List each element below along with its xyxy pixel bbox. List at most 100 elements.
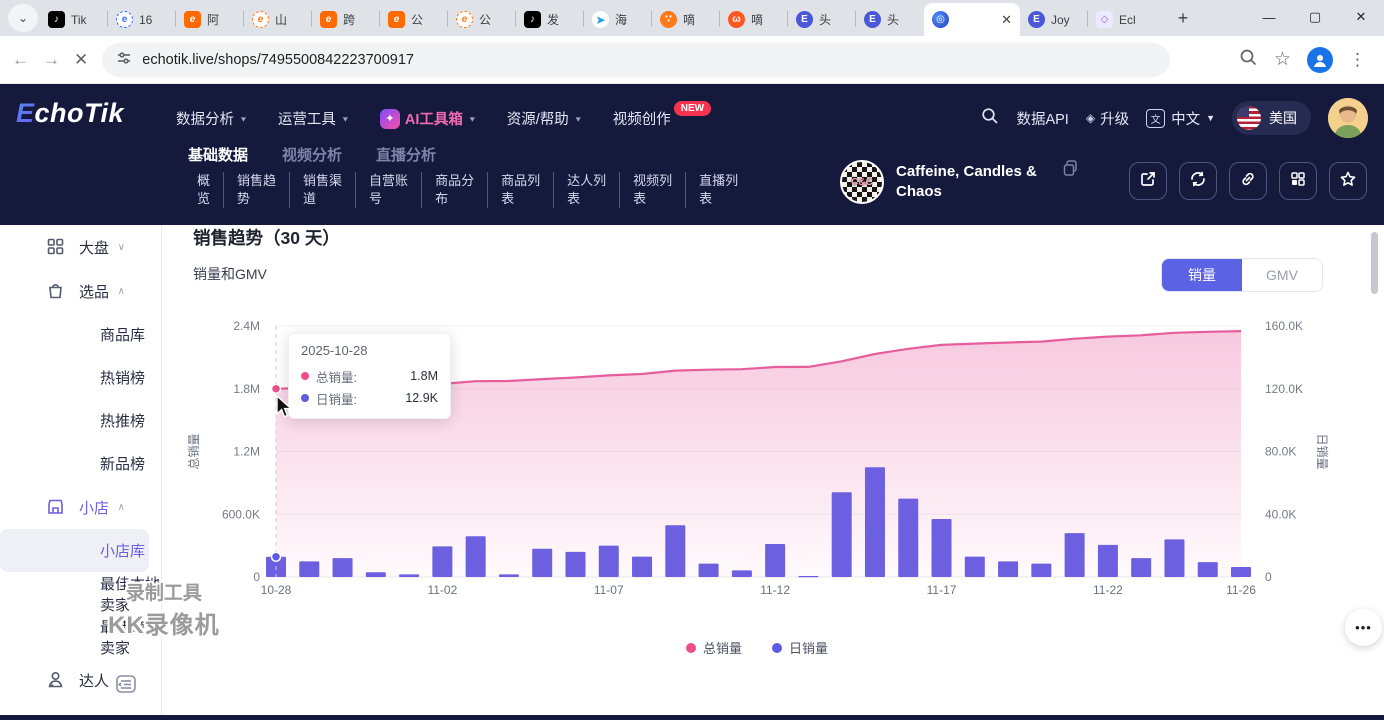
sidebar-item-最佳跨境卖家[interactable]: 最佳跨境卖家 [100, 618, 161, 657]
chevron-down-icon: ▼ [573, 114, 583, 123]
subnav-tab[interactable]: 直播分析 [376, 147, 437, 164]
address-bar[interactable]: echotik.live/shops/7495500842223700917 [102, 42, 1171, 77]
section-link[interactable]: 视频列 表 [619, 172, 685, 208]
grid-apps-button[interactable] [1279, 162, 1317, 200]
translate-icon: 文 [1146, 108, 1166, 128]
sidebar-group-label: 小店 [79, 499, 110, 517]
browser-tab[interactable]: ♪ Tik [40, 3, 108, 36]
tooltip-date: 2025-10-28 [301, 343, 368, 358]
new-tab-button[interactable]: + [1177, 7, 1189, 28]
legend-label: 日销量 [789, 641, 829, 656]
ai-toolbox-icon: ✦ [379, 108, 400, 129]
svg-text:10-28: 10-28 [261, 583, 292, 597]
metric-toggle: 销量 GMV [1161, 258, 1323, 292]
tab-close-icon[interactable]: ✕ [1001, 11, 1012, 27]
browser-profile-avatar[interactable] [1307, 46, 1333, 73]
nav-item[interactable]: 视频创作 NEW [613, 101, 713, 129]
sidebar-collapse-icon[interactable] [116, 675, 136, 698]
zoom-icon[interactable] [1239, 48, 1258, 72]
data-api-link[interactable]: 数据API [1016, 111, 1069, 128]
legend-item-日销量[interactable]: 日销量 [772, 638, 828, 657]
sidebar-group-大盘[interactable]: 大盘 ∨ [0, 225, 161, 269]
upgrade-link[interactable]: ◈ 升级 [1085, 111, 1130, 128]
subnav-tab[interactable]: 基础数据 [188, 147, 249, 164]
sidebar-item-商品库[interactable]: 商品库 [100, 327, 146, 344]
section-link[interactable]: 商品分 布 [421, 172, 487, 208]
sidebar-group-选品[interactable]: 选品 ∧ [0, 269, 161, 313]
browser-tab[interactable]: ♪ 发 [515, 3, 584, 36]
copy-icon[interactable] [1063, 160, 1078, 181]
minimize-icon[interactable]: — [1262, 9, 1276, 25]
gem-icon: ◈ [1085, 111, 1096, 125]
search-icon[interactable] [981, 107, 999, 129]
sidebar-group-达人[interactable]: 达人 [0, 658, 161, 702]
browser-tab[interactable]: ➤ 海 [583, 3, 652, 36]
browser-tab-active[interactable]: ◎ ✕ [924, 3, 1020, 36]
section-link[interactable]: 概 览 [197, 173, 211, 206]
browser-tab[interactable]: ◇ Ecl [1087, 3, 1156, 36]
nav-item[interactable]: ✦ AI工具箱 ▼ [379, 108, 477, 129]
sync-button[interactable] [1179, 162, 1217, 200]
toggle-GMV[interactable]: GMV [1242, 259, 1322, 291]
site-settings-icon[interactable] [116, 50, 132, 69]
browser-tab[interactable]: e 16 [107, 3, 176, 36]
region-selector[interactable]: 美国 [1232, 101, 1311, 135]
nav-item[interactable]: 资源/帮助 ▼ [507, 108, 583, 129]
section-link[interactable]: 直播列 表 [685, 172, 751, 208]
site-fox-icon: ω [728, 11, 745, 28]
echotik-logo[interactable]: EchoTik [16, 98, 125, 128]
export-button[interactable] [1129, 162, 1167, 200]
sidebar-item-新品榜[interactable]: 新品榜 [100, 456, 146, 473]
nav-item[interactable]: 数据分析 ▼ [176, 108, 248, 129]
sidebar-item-热销榜[interactable]: 热销榜 [100, 370, 146, 387]
maximize-icon[interactable]: ▢ [1308, 9, 1322, 24]
language-switcher[interactable]: 文 中文 ▼ [1146, 108, 1215, 129]
sidebar-group-小店[interactable]: 小店 ∧ [0, 485, 161, 529]
section-link[interactable]: 销售渠 道 [289, 172, 355, 208]
tab-title: 阿 [207, 13, 220, 27]
page-scrollbar[interactable] [1371, 232, 1378, 294]
user-avatar[interactable] [1328, 98, 1368, 138]
svg-text:总销量: 总销量 [187, 433, 201, 469]
section-link[interactable]: 自营账 号 [355, 172, 421, 208]
section-link[interactable]: 销售趋 势 [223, 172, 289, 208]
browser-tab[interactable]: E Joy [1020, 3, 1088, 36]
sidebar-item-小店库[interactable]: 小店库 [0, 529, 149, 572]
link-button[interactable] [1229, 162, 1267, 200]
chart-title: 销售趋势（30 天） [193, 228, 340, 248]
kebab-menu-icon[interactable]: ⋮ [1349, 49, 1366, 69]
back-icon[interactable]: ← [12, 49, 29, 69]
tooltip-row: 日销量: 12.9K [301, 387, 438, 409]
bookmark-star-icon[interactable]: ☆ [1273, 49, 1291, 70]
section-link[interactable]: 商品列 表 [487, 172, 553, 208]
forward-icon[interactable]: → [43, 49, 60, 69]
stop-loading-icon[interactable]: ✕ [74, 49, 89, 69]
sales-trend-chart[interactable]: 0 600.0K 1.2M 1.8M 2.4M 0 40.0K 80.0K 120.0K 160.… [168, 298, 1358, 610]
mouse-cursor [274, 394, 296, 424]
nav-item[interactable]: 运营工具 ▼ [278, 108, 350, 129]
svg-text:600.0K: 600.0K [222, 507, 260, 521]
site-blue-dashed-icon: e [116, 11, 133, 28]
subnav-tab[interactable]: 视频分析 [282, 147, 343, 164]
close-icon[interactable]: ✕ [1355, 9, 1367, 24]
legend-item-总销量[interactable]: 总销量 [685, 638, 742, 657]
chevron-down-icon: ▼ [340, 114, 350, 123]
star-button[interactable] [1329, 162, 1367, 200]
section-link[interactable]: 达人列 表 [553, 172, 619, 208]
svg-text:0: 0 [253, 570, 260, 584]
toutiao-icon: E [864, 11, 881, 28]
toggle-销量[interactable]: 销量 [1162, 259, 1242, 291]
tab-search-button[interactable]: ⌄ [8, 4, 38, 32]
browser-tab[interactable]: ∵ 嘀 [651, 3, 720, 36]
sidebar-item-最佳本地卖家[interactable]: 最佳本地卖家 [100, 575, 161, 614]
sidebar-item-热推榜[interactable]: 热推榜 [100, 413, 146, 430]
more-actions-button[interactable]: ••• [1345, 609, 1382, 646]
